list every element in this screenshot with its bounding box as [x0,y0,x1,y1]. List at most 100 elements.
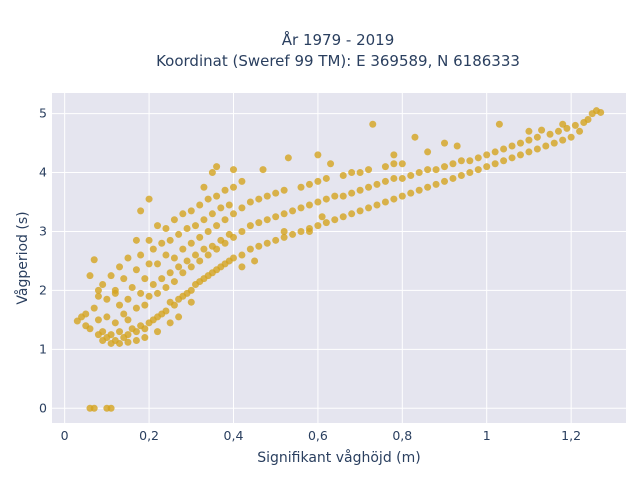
data-point [221,239,229,247]
data-point [187,286,195,294]
data-point [175,230,183,238]
data-point [525,148,533,156]
data-point [381,163,389,171]
data-point [381,198,389,206]
data-point [381,177,389,185]
data-point [208,169,216,177]
x-tick-label: 0 [61,428,69,443]
data-point [474,154,482,162]
data-point [116,263,124,271]
data-point [179,269,187,277]
data-point [116,339,124,347]
data-point [263,216,271,224]
data-point [432,180,440,188]
data-point [200,245,208,253]
data-point [348,169,356,177]
data-point [407,189,415,197]
data-point [103,313,111,321]
data-point [516,151,524,159]
data-point [137,207,145,215]
data-point [297,204,305,212]
data-point [246,222,254,230]
y-tick-label: 0 [39,400,47,415]
data-point [124,338,132,346]
data-point [322,195,330,203]
data-point [576,127,584,135]
data-point [305,227,313,235]
data-point [90,404,98,412]
data-point [390,195,398,203]
data-point [584,116,592,124]
y-tick-label: 2 [39,282,47,297]
data-point [327,160,335,168]
data-point [263,192,271,200]
data-point [500,157,508,165]
data-point [94,292,102,300]
data-point [166,236,174,244]
data-point [280,210,288,218]
data-point [466,157,474,165]
data-point [542,142,550,150]
data-point [170,216,178,224]
y-tick-label: 5 [39,106,47,121]
data-point [124,316,132,324]
data-point [154,289,162,297]
data-point [229,233,237,241]
data-point [90,256,98,264]
data-point [149,245,157,253]
data-point [94,286,102,294]
data-point [331,192,339,200]
data-point [166,319,174,327]
data-point [213,245,221,253]
data-point [449,160,457,168]
data-point [229,210,237,218]
data-point [128,283,136,291]
data-point [229,254,237,262]
scatter-points [73,107,605,412]
data-point [162,307,170,315]
data-point [356,169,364,177]
data-point [116,301,124,309]
data-point [221,186,229,194]
data-point [373,201,381,209]
data-point [365,183,373,191]
data-point [255,195,263,203]
data-point [238,204,246,212]
data-point [314,198,322,206]
data-point [571,121,579,129]
data-point [187,298,195,306]
data-point [415,169,423,177]
data-point [175,313,183,321]
data-point [314,151,322,159]
data-point [107,404,115,412]
data-point [145,292,153,300]
data-point [229,166,237,174]
data-point [466,169,474,177]
data-point [137,251,145,259]
data-point [508,154,516,162]
data-point [525,127,533,135]
data-point [339,213,347,221]
data-point [424,166,432,174]
data-point [116,328,124,336]
data-point [255,242,263,250]
data-point [204,195,212,203]
data-point [453,142,461,150]
x-tick-label: 0,2 [139,428,159,443]
data-point [441,163,449,171]
data-point [145,260,153,268]
data-point [162,283,170,291]
data-point [200,216,208,224]
x-tick-label: 1 [483,428,491,443]
data-point [170,254,178,262]
data-point [217,204,225,212]
data-point [415,186,423,194]
data-point [124,254,132,262]
data-point [107,331,115,339]
data-point [398,192,406,200]
data-point [284,154,292,162]
data-point [99,337,107,344]
x-tick-label: 0,6 [308,428,328,443]
data-point [246,198,254,206]
data-point [86,272,94,280]
